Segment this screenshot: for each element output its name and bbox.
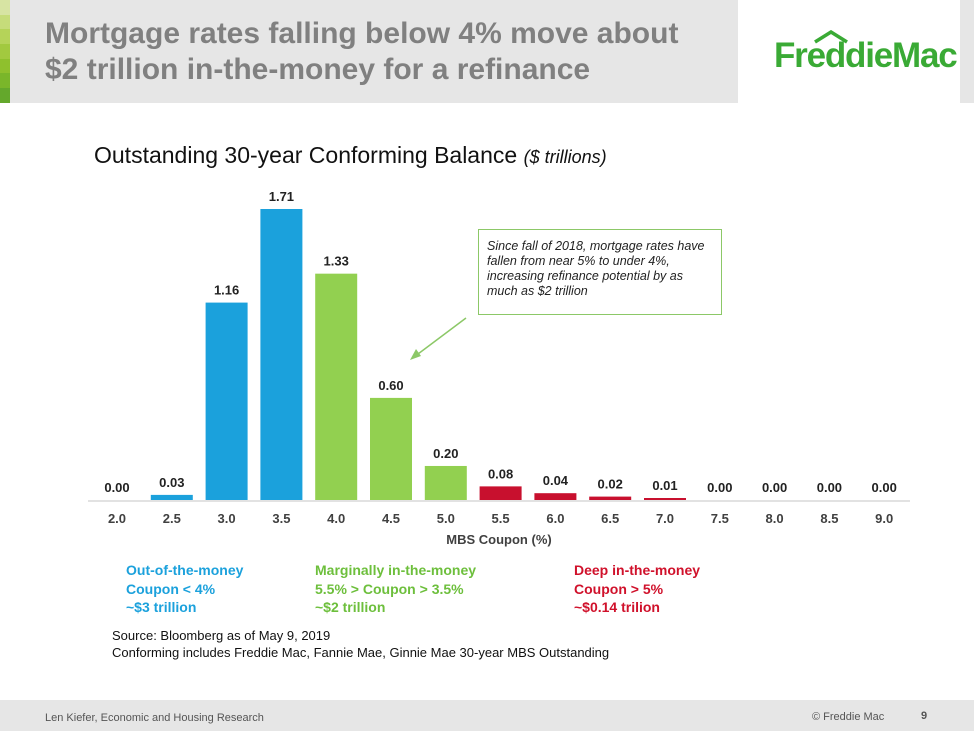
- annotation-text: Since fall of 2018, mortgage rates have …: [487, 239, 705, 298]
- x-tick-label-2.0: 2.0: [108, 511, 126, 526]
- x-tick-label-8.5: 8.5: [820, 511, 838, 526]
- legend-out-amount: ~$3 trillion: [126, 599, 197, 615]
- legend-marginal-label: Marginally in-the-money: [315, 562, 477, 578]
- annotation-arrow: [413, 317, 467, 358]
- header-accent-strip: [0, 0, 10, 103]
- logo-roof-icon: [814, 30, 848, 44]
- value-label-9.0: 0.00: [872, 480, 897, 495]
- legend-deep-in-the-money: Deep in-the-money Coupon > 5% ~$0.14 tri…: [574, 561, 700, 617]
- slide-title: Mortgage rates falling below 4% move abo…: [45, 16, 725, 88]
- value-label-4.5: 0.60: [378, 378, 403, 393]
- bar-5.5: [479, 486, 522, 500]
- x-tick-label-5.5: 5.5: [492, 511, 510, 526]
- value-label-7.0: 0.01: [652, 478, 677, 493]
- page-number: 9: [921, 710, 928, 722]
- x-tick-label-8.0: 8.0: [766, 511, 784, 526]
- footer-bar: [0, 700, 974, 731]
- accent-strip-segment: [0, 88, 10, 103]
- source-note: Source: Bloomberg as of May 9, 2019 Conf…: [112, 627, 609, 661]
- header-right-strip: [960, 0, 974, 103]
- annotation-callout: Since fall of 2018, mortgage rates have …: [478, 229, 722, 315]
- x-tick-label-7.0: 7.0: [656, 511, 674, 526]
- footer-copyright: © Freddie Mac: [812, 711, 885, 723]
- x-tick-label-4.0: 4.0: [327, 511, 345, 526]
- value-label-4.0: 1.33: [324, 254, 349, 269]
- x-tick-label-4.5: 4.5: [382, 511, 400, 526]
- annotation-arrowhead: [410, 349, 421, 360]
- legend-marginally-in-the-money: Marginally in-the-money 5.5% > Coupon > …: [315, 561, 476, 617]
- bar-7.0: [644, 498, 686, 500]
- accent-strip-segment: [0, 73, 10, 89]
- bar-6.0: [534, 493, 577, 500]
- bar-5.0: [424, 465, 467, 500]
- value-label-8.0: 0.00: [762, 480, 787, 495]
- value-label-3.0: 1.16: [214, 283, 239, 298]
- chart-title-unit: ($ trillions): [523, 147, 607, 167]
- footer-author: Len Kiefer, Economic and Housing Researc…: [45, 712, 264, 724]
- value-label-7.5: 0.00: [707, 480, 732, 495]
- x-tick-label-5.0: 5.0: [437, 511, 455, 526]
- logo-text: FreddieMac: [774, 36, 958, 75]
- value-label-8.5: 0.00: [817, 480, 842, 495]
- accent-strip-segment: [0, 58, 10, 74]
- legend-deep-amount: ~$0.14 trilion: [574, 599, 660, 615]
- accent-strip-segment: [0, 0, 10, 15]
- value-label-2.5: 0.03: [159, 475, 184, 490]
- bar-3.0: [205, 302, 248, 500]
- source-line-1: Source: Bloomberg as of May 9, 2019: [112, 628, 331, 643]
- slide-title-line-2: $2 trillion in-the-money for a refinance: [45, 53, 591, 86]
- legend-deep-range: Coupon > 5%: [574, 580, 664, 597]
- x-axis-label: MBS Coupon (%): [446, 532, 551, 547]
- chart-title-text: Outstanding 30-year Conforming Balance: [94, 142, 518, 168]
- value-label-5.5: 0.08: [488, 466, 513, 481]
- legend-marginal-range: 5.5% > Coupon > 3.5%: [315, 580, 464, 597]
- slide-title-line-1: Mortgage rates falling below 4% move abo…: [45, 17, 679, 50]
- legend-marginal-amount: ~$2 trillion: [315, 599, 386, 615]
- header-bar: [0, 0, 738, 103]
- x-tick-label-3.0: 3.0: [218, 511, 236, 526]
- freddie-mac-logo: FreddieMac: [774, 30, 958, 75]
- source-line-2: Conforming includes Freddie Mac, Fannie …: [112, 645, 610, 660]
- accent-strip-segment: [0, 14, 10, 30]
- value-label-6.5: 0.02: [598, 477, 623, 492]
- value-label-2.0: 0.00: [104, 480, 129, 495]
- accent-strip-segment: [0, 44, 10, 59]
- x-tick-label-6.0: 6.0: [546, 511, 564, 526]
- value-label-5.0: 0.20: [433, 446, 458, 461]
- bar-2.5: [150, 494, 193, 500]
- x-tick-label-9.0: 9.0: [875, 511, 893, 526]
- value-label-3.5: 1.71: [269, 189, 294, 204]
- x-tick-label-7.5: 7.5: [711, 511, 729, 526]
- chart-title: Outstanding 30-year Conforming Balance (…: [94, 142, 607, 169]
- legend-out-label: Out-of-the-money: [126, 562, 244, 578]
- bar-4.5: [370, 397, 412, 500]
- x-tick-label-6.5: 6.5: [601, 511, 619, 526]
- x-tick-label-3.5: 3.5: [272, 511, 290, 526]
- bar-chart: 0.00 0.03 1.16 1.71 1.33 0.60 0.20 0.08 0.04 0.02…: [88, 189, 910, 547]
- value-label-6.0: 0.04: [543, 473, 569, 488]
- legend-out-range: Coupon < 4%: [126, 580, 216, 597]
- bar-3.5: [260, 209, 303, 500]
- legend-out-of-the-money: Out-of-the-money Coupon < 4% ~$3 trillio…: [126, 561, 243, 617]
- bar-6.5: [589, 496, 632, 500]
- legend-deep-label: Deep in-the-money: [574, 562, 701, 578]
- bar-4.0: [315, 273, 358, 500]
- x-tick-label-2.5: 2.5: [163, 511, 181, 526]
- accent-strip-segment: [0, 29, 10, 45]
